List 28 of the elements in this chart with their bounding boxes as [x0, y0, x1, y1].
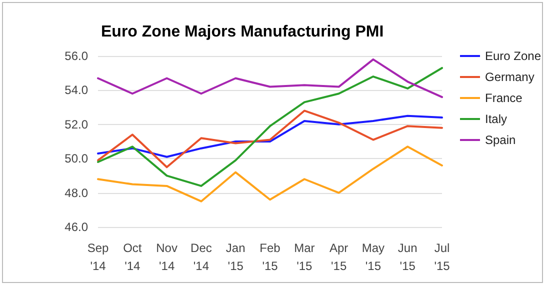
- y-tick-label: 54.0: [64, 83, 88, 98]
- y-tick-label: 56.0: [64, 49, 88, 63]
- y-tick-label: 52.0: [64, 117, 88, 132]
- legend-label: Euro Zone: [485, 49, 542, 63]
- x-tick-label: Oct '14: [123, 241, 142, 273]
- x-tick-label: Feb '15: [260, 241, 281, 273]
- x-tick-label: Apr '15: [329, 241, 348, 273]
- legend-label: France: [485, 91, 523, 105]
- x-tick-label: Jun '15: [398, 241, 418, 273]
- line-series: [97, 110, 443, 168]
- chart-title: Euro Zone Majors Manufacturing PMI: [101, 24, 384, 40]
- line-series: [97, 66, 443, 187]
- line-series: [97, 146, 443, 202]
- line-series: [97, 58, 443, 98]
- x-tick-label: Mar '15: [294, 241, 315, 273]
- x-tick-label: Jan '15: [226, 241, 246, 273]
- x-tick-label: Nov '14: [156, 241, 178, 273]
- x-tick-label: Jul '15: [434, 241, 450, 273]
- y-tick-label: 46.0: [64, 220, 88, 234]
- x-tick-label: Dec '14: [190, 241, 212, 273]
- y-tick-label: 50.0: [64, 152, 88, 166]
- legend-label: Italy: [485, 112, 508, 126]
- line-series: [97, 114, 443, 158]
- y-tick-label: 48.0: [64, 186, 88, 200]
- x-tick-label: Sep '14: [87, 241, 109, 273]
- legend-label: Germany: [485, 70, 534, 84]
- x-tick-label: May '15: [362, 241, 385, 273]
- legend-label: Spain: [485, 133, 516, 147]
